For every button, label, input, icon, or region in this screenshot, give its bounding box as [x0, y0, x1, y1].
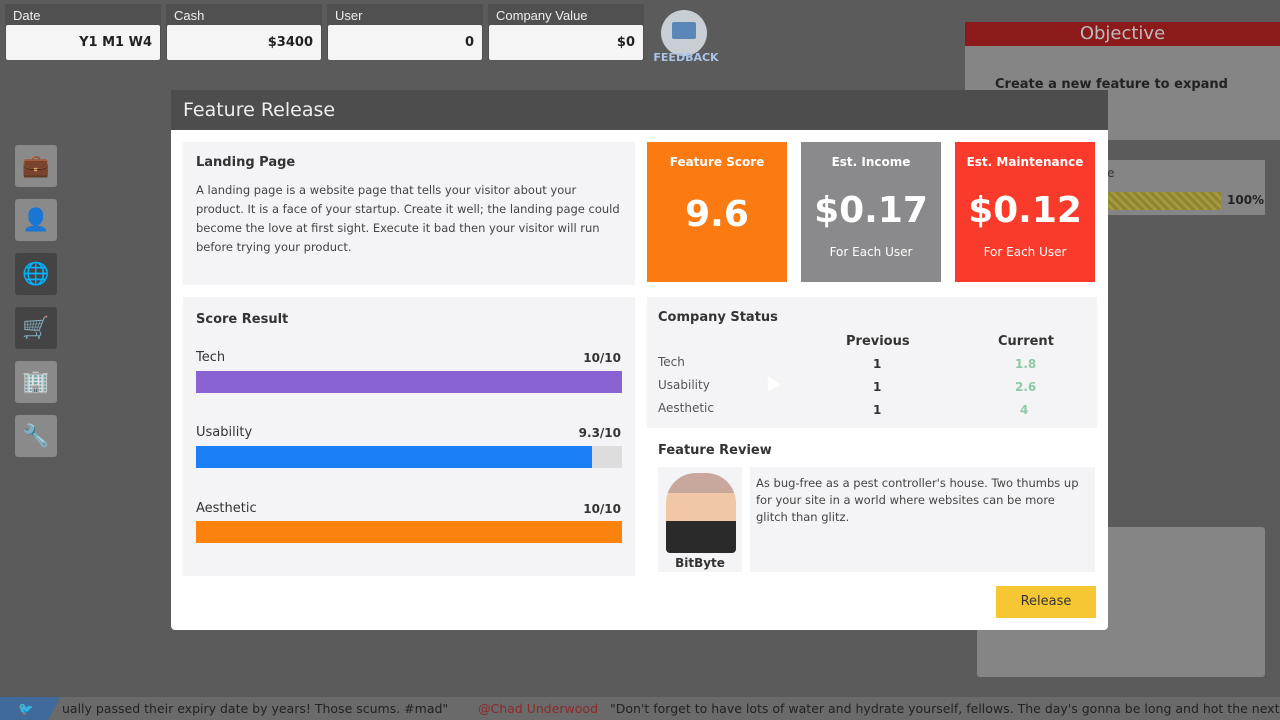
- progress-label: e: [1107, 166, 1115, 180]
- score-title: Est. Income: [831, 155, 911, 169]
- feature-score-card: Feature Score 9.6: [647, 142, 787, 282]
- status-previous: 1: [873, 380, 882, 394]
- sidebar-world[interactable]: 🌐: [15, 253, 57, 295]
- objective-progress-panel: e 100%: [1107, 160, 1265, 215]
- feedback-label: FEEDBACK: [653, 51, 719, 64]
- objective-progress-bar: [1107, 192, 1221, 210]
- aesthetic-value: 10/10: [583, 502, 621, 516]
- modal-header: Feature Release: [171, 90, 1108, 130]
- feature-release-modal: Landing Page A landing page is a website…: [171, 130, 1108, 630]
- building-icon: 🏢: [22, 369, 50, 395]
- tech-label: Tech: [196, 350, 226, 365]
- user-stat: User 0: [327, 4, 483, 60]
- modal-title: Feature Release: [183, 99, 336, 121]
- bar-fill: [196, 371, 622, 393]
- score-title: Est. Maintenance: [966, 155, 1084, 169]
- col-current: Current: [998, 334, 1054, 349]
- feedback-button[interactable]: FEEDBACK: [648, 8, 724, 66]
- sidebar-office[interactable]: 🏢: [15, 361, 57, 403]
- wrench-icon: 🔧: [22, 423, 50, 449]
- stat-label: User: [335, 8, 363, 23]
- stat-value: Y1 M1 W4: [6, 25, 160, 60]
- company-status-title: Company Status: [658, 310, 778, 325]
- aesthetic-bar: [196, 521, 622, 543]
- review-text: As bug-free as a pest controller's house…: [756, 476, 1079, 524]
- progress-text: 100%: [1227, 193, 1265, 207]
- status-current: 1.8: [1015, 357, 1037, 371]
- feature-info-card: Landing Page A landing page is a website…: [183, 142, 635, 285]
- score-value: 9.6: [685, 194, 749, 235]
- usability-bar: [196, 446, 622, 468]
- usability-value: 9.3/10: [578, 426, 621, 440]
- feedback-icon: [661, 10, 707, 56]
- objective-title: Objective: [965, 22, 1280, 46]
- ticker-text: "Don't forget to have lots of water and …: [610, 701, 1280, 716]
- bar-fill: [196, 446, 593, 468]
- stat-value: 0: [328, 25, 482, 60]
- reviewer-avatar: [666, 473, 736, 553]
- review-text-box: As bug-free as a pest controller's house…: [750, 467, 1095, 572]
- score-value: $0.17: [814, 190, 928, 231]
- person-icon: 👤: [22, 207, 50, 233]
- score-sub: For Each User: [829, 245, 913, 259]
- usability-label: Usability: [196, 425, 253, 440]
- est-income-card: Est. Income $0.17 For Each User: [801, 142, 941, 282]
- sidebar-shop[interactable]: 🛒: [15, 307, 57, 349]
- news-ticker: 🐦 ually passed their expiry date by year…: [0, 697, 1280, 720]
- company-status-card: Company Status Previous Current Tech 1 1…: [647, 297, 1097, 428]
- ticker-text: ually passed their expiry date by years!…: [62, 701, 449, 716]
- stat-label: Date: [13, 8, 41, 23]
- stat-label: Company Value: [496, 8, 588, 23]
- tech-bar: [196, 371, 622, 393]
- feature-name: Landing Page: [196, 155, 296, 170]
- tech-value: 10/10: [583, 351, 621, 365]
- cart-icon: 🛒: [22, 315, 50, 341]
- status-current: 4: [1020, 403, 1029, 417]
- status-row-label: Aesthetic: [658, 401, 714, 415]
- status-row-label: Usability: [658, 378, 710, 392]
- score-result-card: Score Result Tech 10/10 Usability 9.3/10…: [183, 297, 635, 576]
- release-button[interactable]: Release: [996, 586, 1096, 618]
- aesthetic-label: Aesthetic: [196, 501, 257, 516]
- reviewer-card: BitByte: [658, 467, 742, 572]
- score-result-title: Score Result: [196, 312, 289, 327]
- status-previous: 1: [873, 403, 882, 417]
- sidebar-tools[interactable]: 🔧: [15, 415, 57, 457]
- ticker-handle[interactable]: @Chad Underwood: [478, 701, 599, 716]
- col-previous: Previous: [846, 334, 910, 349]
- feature-description: A landing page is a website page that te…: [196, 183, 620, 254]
- stat-value: $0: [489, 25, 643, 60]
- briefcase-icon: 💼: [22, 153, 50, 179]
- score-title: Feature Score: [669, 155, 765, 169]
- est-maintenance-card: Est. Maintenance $0.12 For Each User: [955, 142, 1095, 282]
- date-stat: Date Y1 M1 W4: [5, 4, 161, 60]
- status-previous: 1: [873, 357, 882, 371]
- bar-fill: [196, 521, 622, 543]
- score-sub: For Each User: [983, 245, 1067, 259]
- score-value: $0.12: [968, 190, 1082, 231]
- status-row-label: Tech: [658, 355, 685, 369]
- feature-review-title: Feature Review: [658, 443, 772, 458]
- reviewer-name: BitByte: [675, 556, 725, 570]
- stat-label: Cash: [174, 8, 205, 23]
- globe-icon: 🌐: [22, 261, 50, 287]
- company-value-stat: Company Value $0: [488, 4, 644, 60]
- status-current: 2.6: [1015, 380, 1037, 394]
- sidebar-briefcase[interactable]: 💼: [15, 145, 57, 187]
- cash-stat: Cash $3400: [166, 4, 322, 60]
- stat-value: $3400: [167, 25, 321, 60]
- sidebar-staff[interactable]: 👤: [15, 199, 57, 241]
- twitter-icon: 🐦: [0, 697, 60, 720]
